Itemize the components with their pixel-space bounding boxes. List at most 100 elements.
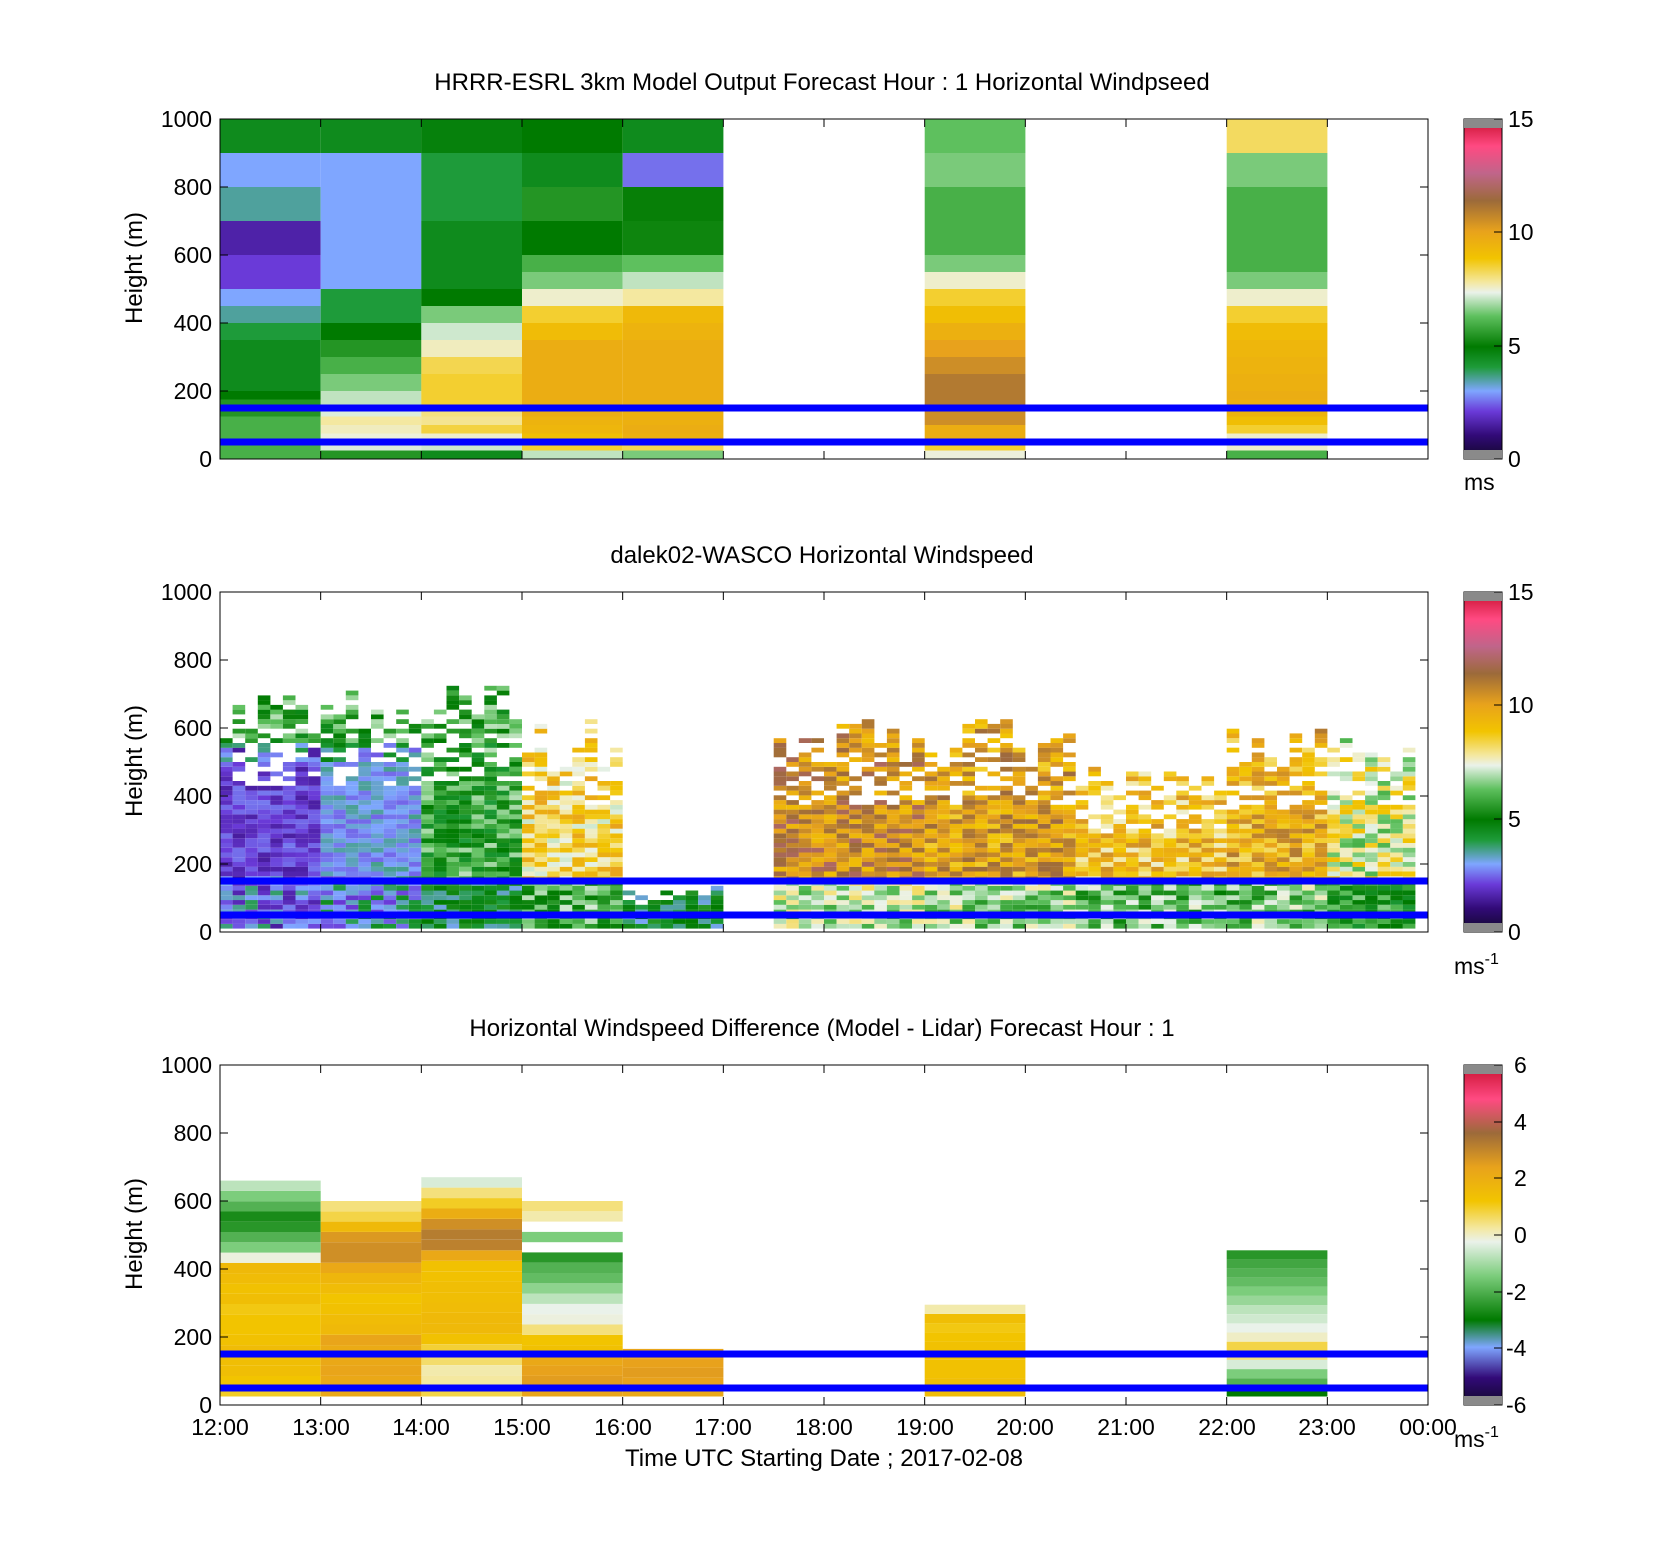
lidar-heatmap-cell — [1163, 885, 1177, 891]
lidar-heatmap-cell — [660, 900, 673, 905]
lidar-heatmap-cell — [522, 757, 535, 762]
lidar-heatmap-cell — [798, 809, 812, 815]
model-heatmap-cell — [1226, 357, 1328, 374]
lidar-heatmap-cell — [1352, 890, 1366, 896]
lidar-heatmap-cell — [949, 852, 963, 858]
lidar-heatmap-cell — [1063, 738, 1076, 743]
lidar-heatmap-cell — [345, 762, 359, 767]
lidar-heatmap-cell — [1239, 776, 1252, 782]
lidar-heatmap-cell — [1352, 823, 1366, 829]
difference-heatmap-cell — [622, 1387, 724, 1397]
lidar-heatmap-cell — [1000, 790, 1013, 796]
lidar-heatmap-cell — [459, 752, 472, 758]
lidar-heatmap-cell — [1000, 857, 1013, 862]
lidar-heatmap-cell — [1037, 862, 1051, 867]
lidar-heatmap-cell — [282, 885, 296, 891]
difference-heatmap-cells — [220, 1177, 1328, 1397]
lidar-heatmap-cell — [811, 904, 824, 910]
lidar-heatmap-cell — [610, 842, 623, 848]
lidar-heatmap-cell — [861, 771, 875, 777]
lidar-heatmap-cell — [786, 857, 799, 862]
lidar-heatmap-cell — [886, 733, 900, 739]
lidar-heatmap-cell — [220, 757, 233, 762]
lidar-heatmap-cell — [874, 823, 887, 829]
lidar-heatmap-cell — [1377, 862, 1391, 867]
lidar-heatmap-cell — [886, 871, 900, 877]
lidar-heatmap-cell — [1327, 923, 1340, 929]
lidar-heatmap-cell — [408, 919, 422, 924]
lidar-heatmap-cell — [1151, 819, 1164, 824]
lidar-heatmap-cell — [459, 833, 472, 839]
lidar-heatmap-cell — [798, 885, 812, 891]
lidar-heatmap-cell — [220, 795, 233, 801]
lidar-heatmap-cell — [949, 747, 963, 753]
lidar-heatmap-cell — [433, 709, 447, 715]
lidar-heatmap-cell — [610, 804, 623, 810]
lidar-heatmap-cell — [446, 804, 460, 810]
lidar-heatmap-cell — [484, 833, 497, 839]
lidar-heatmap-cell — [1264, 890, 1277, 896]
lidar-heatmap-cell — [572, 866, 585, 872]
lidar-heatmap-cell — [1163, 866, 1177, 872]
lidar-heatmap-cell — [1264, 757, 1277, 762]
lidar-heatmap-cell — [1000, 871, 1013, 877]
lidar-heatmap-cell — [1163, 847, 1177, 853]
lidar-heatmap-cell — [811, 809, 824, 815]
lidar-heatmap-cell — [1000, 752, 1013, 758]
lidar-heatmap-cell — [484, 709, 497, 715]
lidar-heatmap-cell — [484, 714, 497, 720]
lidar-heatmap-cell — [1176, 900, 1189, 905]
lidar-heatmap-cell — [1302, 757, 1315, 762]
lidar-heatmap-cell — [610, 828, 623, 834]
lidar-heatmap-cell — [773, 747, 787, 753]
lidar-heatmap-cell — [408, 900, 422, 905]
lidar-heatmap-cell — [572, 819, 585, 824]
lidar-heatmap-cell — [1352, 885, 1366, 891]
lidar-heatmap-cell — [471, 838, 485, 843]
model-heatmap-cell — [924, 340, 1026, 357]
lidar-heatmap-cell — [1138, 771, 1152, 777]
lidar-heatmap-cell — [824, 762, 837, 767]
lidar-heatmap-cell — [295, 771, 309, 777]
lidar-heatmap-cell — [1151, 895, 1164, 901]
lidar-heatmap-cell — [358, 781, 371, 786]
lidar-heatmap-cell — [1390, 819, 1403, 824]
lidar-colorbar-under-swatch — [1464, 923, 1502, 932]
lidar-heatmap-cell — [786, 785, 799, 791]
lidar-heatmap-cell — [811, 838, 824, 843]
lidar-heatmap-cell — [1226, 862, 1240, 867]
lidar-heatmap-cell — [1302, 790, 1315, 796]
lidar-heatmap-cell — [408, 890, 422, 896]
lidar-heatmap-cell — [484, 890, 497, 896]
lidar-heatmap-cell — [1050, 904, 1064, 910]
lidar-heatmap-cell — [257, 733, 271, 739]
lidar-heatmap-cell — [987, 771, 1001, 777]
lidar-heatmap-cell — [836, 923, 850, 929]
model-heatmap-cell — [1226, 289, 1328, 306]
lidar-heatmap-cell — [1226, 814, 1240, 820]
lidar-heatmap-cell — [1176, 852, 1189, 858]
lidar-heatmap-cell — [1352, 776, 1366, 782]
lidar-heatmap-cell — [975, 804, 988, 810]
lidar-heatmap-cell — [1126, 862, 1139, 867]
lidar-heatmap-cell — [1138, 862, 1152, 867]
lidar-heatmap-cell — [1277, 857, 1290, 862]
lidar-heatmap-cell — [471, 728, 485, 734]
lidar-heatmap-cell — [1314, 866, 1328, 872]
lidar-heatmap-cell — [383, 833, 397, 839]
difference-heatmap-cell — [220, 1375, 321, 1387]
lidar-heatmap-cell — [1239, 890, 1252, 896]
lidar-heatmap-cell — [1251, 885, 1265, 891]
lidar-heatmap-cell — [1050, 866, 1064, 872]
lidar-heatmap-cell — [975, 747, 988, 753]
lidar-heatmap-cell — [484, 809, 497, 815]
lidar-heatmap-cell — [383, 866, 397, 872]
lidar-heatmap-cell — [295, 885, 309, 891]
lidar-heatmap-cell — [975, 823, 988, 829]
lidar-heatmap-cell — [962, 904, 975, 910]
lidar-heatmap-cell — [358, 776, 371, 782]
lidar-heatmap-cell — [282, 904, 296, 910]
lidar-heatmap-cell — [396, 809, 409, 815]
lidar-heatmap-cell — [949, 871, 963, 877]
lidar-heatmap-cell — [245, 857, 258, 862]
